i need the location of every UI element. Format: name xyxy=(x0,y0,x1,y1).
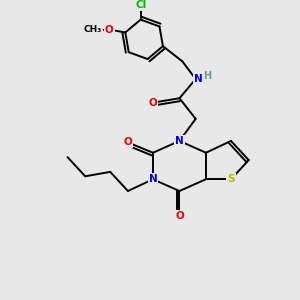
Text: Cl: Cl xyxy=(135,0,146,10)
Text: N: N xyxy=(194,74,203,84)
Text: O: O xyxy=(148,98,157,108)
Text: O: O xyxy=(105,25,113,34)
Text: N: N xyxy=(175,136,184,146)
Text: CH₃: CH₃ xyxy=(84,25,102,34)
Text: O: O xyxy=(175,211,184,221)
Text: O: O xyxy=(124,137,132,147)
Text: H: H xyxy=(203,70,211,81)
Text: N: N xyxy=(148,174,157,184)
Text: S: S xyxy=(227,174,235,184)
